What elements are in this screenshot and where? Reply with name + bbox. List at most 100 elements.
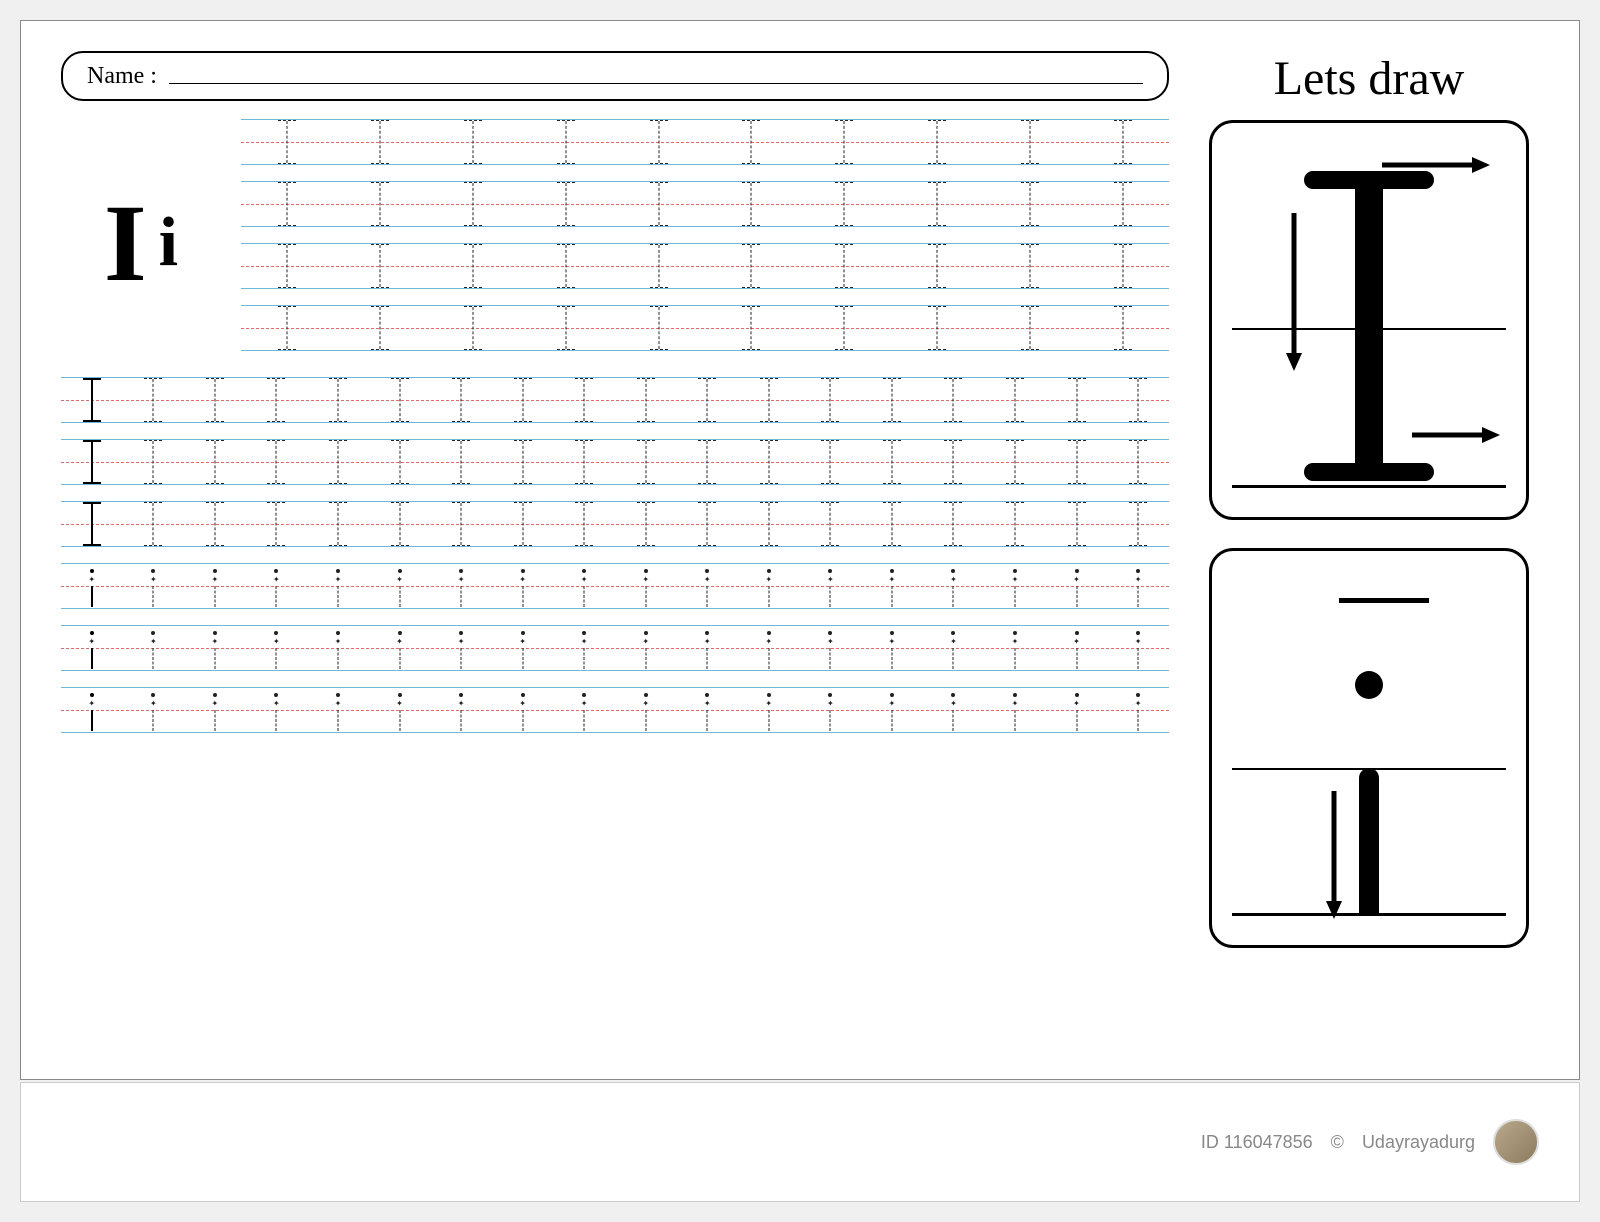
trace-lower-i[interactable]: ✦	[1070, 563, 1084, 609]
trace-upper-I[interactable]	[1005, 439, 1025, 485]
trace-lower-i[interactable]: ✦	[639, 563, 653, 609]
trace-lower-i[interactable]: ✦	[393, 563, 407, 609]
trace-upper-I[interactable]	[697, 439, 717, 485]
trace-lower-i[interactable]: ✦	[1008, 625, 1022, 671]
trace-upper-I[interactable]	[556, 119, 576, 165]
trace-lower-i[interactable]: ✦	[762, 625, 776, 671]
trace-upper-I[interactable]	[205, 439, 225, 485]
tracing-row[interactable]	[61, 377, 1169, 423]
trace-lower-i[interactable]: ✦	[1131, 625, 1145, 671]
trace-lower-i[interactable]: ✦	[946, 625, 960, 671]
trace-upper-I[interactable]	[1020, 181, 1040, 227]
trace-lower-i[interactable]: ✦	[823, 625, 837, 671]
trace-upper-I[interactable]	[451, 439, 471, 485]
trace-lower-i[interactable]: ✦	[331, 625, 345, 671]
tracing-row[interactable]	[241, 243, 1169, 289]
trace-upper-I[interactable]	[513, 377, 533, 423]
trace-upper-I[interactable]	[463, 243, 483, 289]
trace-upper-I[interactable]	[82, 501, 102, 547]
trace-lower-i[interactable]: ✦	[946, 687, 960, 733]
trace-upper-I[interactable]	[556, 181, 576, 227]
trace-lower-i[interactable]: ✦	[393, 625, 407, 671]
trace-upper-I[interactable]	[1020, 305, 1040, 351]
trace-lower-i[interactable]: ✦	[208, 687, 222, 733]
trace-lower-i[interactable]: ✦	[946, 563, 960, 609]
trace-upper-I[interactable]	[649, 243, 669, 289]
trace-upper-I[interactable]	[927, 305, 947, 351]
trace-upper-I[interactable]	[328, 377, 348, 423]
trace-upper-I[interactable]	[328, 439, 348, 485]
trace-upper-I[interactable]	[556, 305, 576, 351]
trace-upper-I[interactable]	[277, 181, 297, 227]
trace-upper-I[interactable]	[574, 377, 594, 423]
trace-lower-i[interactable]: ✦	[885, 687, 899, 733]
tracing-row[interactable]	[61, 501, 1169, 547]
trace-lower-i[interactable]: ✦	[1070, 687, 1084, 733]
trace-upper-I[interactable]	[649, 119, 669, 165]
trace-lower-i[interactable]: ✦	[885, 563, 899, 609]
trace-lower-i[interactable]: ✦	[577, 625, 591, 671]
trace-upper-I[interactable]	[834, 243, 854, 289]
trace-lower-i[interactable]: ✦	[393, 687, 407, 733]
trace-upper-I[interactable]	[1128, 377, 1148, 423]
trace-upper-I[interactable]	[820, 439, 840, 485]
trace-upper-I[interactable]	[927, 181, 947, 227]
trace-upper-I[interactable]	[328, 501, 348, 547]
trace-upper-I[interactable]	[1020, 243, 1040, 289]
trace-upper-I[interactable]	[370, 243, 390, 289]
trace-lower-i[interactable]: ✦	[700, 563, 714, 609]
trace-upper-I[interactable]	[1128, 439, 1148, 485]
trace-upper-I[interactable]	[834, 119, 854, 165]
trace-upper-I[interactable]	[143, 501, 163, 547]
trace-upper-I[interactable]	[370, 305, 390, 351]
trace-upper-I[interactable]	[820, 501, 840, 547]
trace-lower-i[interactable]: ✦	[454, 687, 468, 733]
trace-upper-I[interactable]	[513, 439, 533, 485]
trace-upper-I[interactable]	[277, 243, 297, 289]
trace-upper-I[interactable]	[463, 181, 483, 227]
name-field[interactable]: Name :	[61, 51, 1169, 101]
trace-upper-I[interactable]	[741, 181, 761, 227]
trace-upper-I[interactable]	[390, 501, 410, 547]
trace-lower-i[interactable]: ✦	[269, 625, 283, 671]
trace-upper-I[interactable]	[451, 501, 471, 547]
trace-upper-I[interactable]	[759, 439, 779, 485]
trace-upper-I[interactable]	[1128, 501, 1148, 547]
trace-upper-I[interactable]	[513, 501, 533, 547]
trace-lower-i[interactable]: ✦	[577, 563, 591, 609]
trace-upper-I[interactable]	[1005, 501, 1025, 547]
trace-upper-I[interactable]	[370, 119, 390, 165]
tracing-row[interactable]: ✦✦✦✦✦✦✦✦✦✦✦✦✦✦✦✦✦✦	[61, 687, 1169, 733]
trace-upper-I[interactable]	[574, 439, 594, 485]
trace-upper-I[interactable]	[370, 181, 390, 227]
trace-upper-I[interactable]	[649, 305, 669, 351]
trace-lower-i[interactable]: ✦	[1070, 625, 1084, 671]
trace-upper-I[interactable]	[834, 305, 854, 351]
trace-lower-i[interactable]: ✦	[700, 625, 714, 671]
trace-upper-I[interactable]	[741, 119, 761, 165]
trace-lower-i[interactable]: ✦	[1008, 563, 1022, 609]
trace-upper-I[interactable]	[277, 119, 297, 165]
trace-upper-I[interactable]	[882, 501, 902, 547]
trace-upper-I[interactable]	[266, 501, 286, 547]
trace-lower-i[interactable]: ✦	[516, 687, 530, 733]
trace-upper-I[interactable]	[636, 501, 656, 547]
trace-upper-I[interactable]	[927, 119, 947, 165]
trace-upper-I[interactable]	[882, 377, 902, 423]
tracing-row[interactable]: ✦✦✦✦✦✦✦✦✦✦✦✦✦✦✦✦✦✦	[61, 625, 1169, 671]
trace-upper-I[interactable]	[943, 377, 963, 423]
trace-upper-I[interactable]	[759, 501, 779, 547]
tracing-row[interactable]	[61, 439, 1169, 485]
trace-upper-I[interactable]	[463, 119, 483, 165]
trace-upper-I[interactable]	[697, 501, 717, 547]
trace-upper-I[interactable]	[1113, 243, 1133, 289]
trace-upper-I[interactable]	[82, 439, 102, 485]
trace-upper-I[interactable]	[390, 377, 410, 423]
trace-upper-I[interactable]	[1113, 181, 1133, 227]
trace-lower-i[interactable]: ✦	[208, 563, 222, 609]
trace-upper-I[interactable]	[266, 377, 286, 423]
trace-lower-i[interactable]: ✦	[454, 563, 468, 609]
trace-upper-I[interactable]	[636, 439, 656, 485]
trace-lower-i[interactable]: ✦	[331, 687, 345, 733]
trace-upper-I[interactable]	[556, 243, 576, 289]
